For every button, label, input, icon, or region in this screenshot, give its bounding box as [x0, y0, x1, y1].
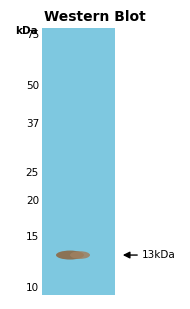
Text: kDa: kDa: [15, 26, 38, 36]
Text: 25: 25: [26, 168, 39, 178]
Ellipse shape: [56, 251, 84, 260]
Text: 20: 20: [26, 196, 39, 206]
Bar: [42, 28, 115, 295]
Text: Western Blot: Western Blot: [44, 10, 146, 24]
Text: 15: 15: [26, 232, 39, 242]
Ellipse shape: [70, 251, 90, 259]
Text: 13kDa: 13kDa: [142, 250, 176, 260]
Text: 37: 37: [26, 119, 39, 129]
Text: 10: 10: [26, 283, 39, 293]
Text: 75: 75: [26, 30, 39, 40]
Text: 50: 50: [26, 81, 39, 91]
